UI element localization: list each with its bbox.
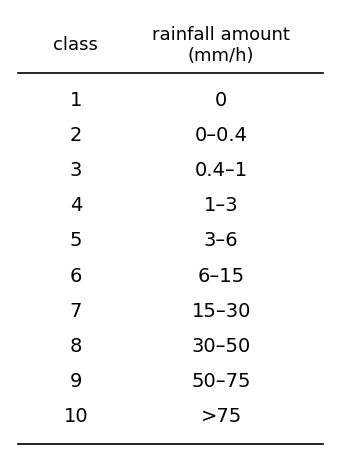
Text: 30–50: 30–50	[192, 337, 251, 356]
Text: 0–0.4: 0–0.4	[195, 126, 248, 145]
Text: 3–6: 3–6	[204, 232, 239, 250]
Text: 4: 4	[70, 196, 82, 215]
Text: 6–15: 6–15	[198, 267, 245, 286]
Text: 6: 6	[70, 267, 82, 286]
Text: 15–30: 15–30	[192, 302, 251, 321]
Text: 7: 7	[70, 302, 82, 321]
Text: 0.4–1: 0.4–1	[195, 161, 248, 180]
Text: 9: 9	[70, 372, 82, 391]
Text: 3: 3	[70, 161, 82, 180]
Text: >75: >75	[201, 407, 242, 426]
Text: class: class	[53, 36, 98, 55]
Text: 1–3: 1–3	[204, 196, 239, 215]
Text: 8: 8	[70, 337, 82, 356]
Text: 1: 1	[70, 90, 82, 110]
Text: 5: 5	[70, 232, 82, 250]
Text: 50–75: 50–75	[192, 372, 251, 391]
Text: rainfall amount
(mm/h): rainfall amount (mm/h)	[152, 26, 290, 65]
Text: 10: 10	[63, 407, 88, 426]
Text: 0: 0	[215, 90, 227, 110]
Text: 2: 2	[70, 126, 82, 145]
